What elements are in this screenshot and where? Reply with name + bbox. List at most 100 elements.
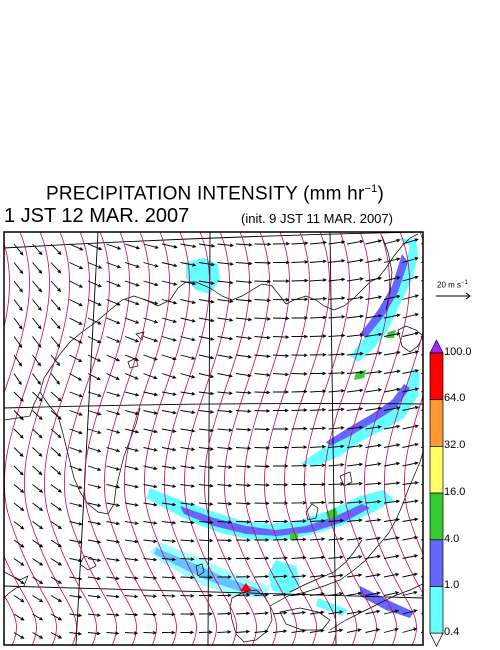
wind-arrow	[198, 502, 214, 506]
wind-arrow	[124, 594, 139, 599]
wind-arrow	[198, 317, 215, 323]
wind-arrow	[32, 280, 43, 293]
wind-arrow	[383, 276, 401, 282]
wind-arrow	[106, 280, 121, 287]
wind-arrow	[13, 521, 25, 530]
wind-arrow	[346, 314, 364, 319]
wind-arrow	[180, 484, 196, 488]
wind-arrow	[143, 410, 159, 415]
wind-arrow	[291, 389, 308, 394]
wind-arrow	[87, 391, 102, 398]
wind-arrow	[383, 554, 400, 559]
wind-arrow	[198, 593, 214, 598]
wind-arrow	[32, 336, 42, 348]
wind-arrow	[383, 591, 400, 596]
wind-arrow	[69, 447, 83, 453]
wind-arrow	[50, 465, 62, 476]
wind-arrow	[50, 428, 62, 439]
wind-arrow	[217, 354, 234, 359]
wind-arrow	[402, 499, 419, 504]
wind-arrow	[235, 593, 251, 597]
wind-arrow	[13, 262, 24, 275]
wind-arrow	[161, 612, 176, 617]
wind-arrow	[143, 484, 158, 489]
wind-arrow	[161, 630, 176, 635]
wind-arrow	[87, 465, 102, 471]
wind-arrow	[161, 410, 177, 415]
wind-arrow	[106, 428, 121, 434]
wind-arrow	[309, 519, 326, 523]
wind-arrow	[236, 556, 251, 561]
isobar-line	[64, 232, 117, 645]
coast-hokkaido	[397, 325, 423, 353]
wind-arrow	[124, 631, 139, 635]
colorbar-over-triangle	[429, 339, 444, 354]
wind-arrow	[13, 428, 24, 439]
wind-arrow	[254, 335, 271, 340]
wind-arrow	[69, 243, 84, 251]
wind-arrow	[383, 572, 400, 578]
wind-arrow	[69, 613, 83, 618]
wind-arrow	[235, 629, 251, 634]
wind-arrow	[328, 537, 345, 541]
wind-arrow	[198, 520, 214, 525]
wind-arrow	[254, 242, 272, 247]
wind-arrow	[235, 520, 251, 524]
wind-arrow	[13, 243, 24, 256]
wind-arrow	[180, 299, 197, 304]
wind-arrow	[50, 521, 63, 530]
wind-arrow	[13, 484, 25, 493]
wind-arrow	[32, 428, 43, 439]
wind-arrow	[254, 261, 272, 265]
wind-arrow	[124, 502, 139, 507]
wind-arrow	[124, 336, 140, 343]
wind-arrow	[402, 313, 419, 319]
wind-arrow	[198, 299, 215, 304]
wind-arrow	[346, 388, 364, 393]
colorbar-segment	[429, 492, 444, 541]
precipitation-layer	[146, 238, 420, 618]
wind-arrow	[106, 594, 120, 599]
wind-arrow	[13, 558, 25, 566]
coast-sado	[339, 471, 353, 487]
wind-arrow	[180, 539, 195, 543]
wind-arrow	[13, 354, 23, 367]
wind-arrow	[143, 262, 159, 268]
wind-arrow	[346, 462, 364, 467]
wind-arrow	[309, 240, 327, 245]
wind-arrow	[291, 408, 308, 412]
precip-patch-northwest	[186, 258, 220, 294]
wind-arrow	[124, 539, 139, 544]
wind-arrow	[198, 262, 216, 267]
wind-arrow	[365, 609, 381, 615]
coast-japan-sea-side	[289, 539, 363, 593]
wind-arrow	[383, 294, 401, 300]
wind-arrow	[291, 426, 308, 431]
wind-arrow	[198, 447, 215, 451]
wind-arrow	[32, 243, 43, 256]
wind-arrow	[291, 610, 307, 615]
wind-arrow	[346, 333, 364, 337]
wind-arrow	[402, 481, 419, 485]
wind-arrow	[402, 369, 420, 374]
wind-arrow	[328, 610, 344, 615]
wind-arrow	[217, 428, 233, 432]
wind-arrow	[161, 317, 178, 323]
wind-arrow	[217, 262, 234, 266]
precip-band-north	[350, 238, 418, 362]
wind-arrow	[254, 317, 271, 321]
wind-arrow	[272, 611, 288, 615]
wind-arrow	[402, 572, 419, 578]
wind-arrow	[32, 632, 44, 639]
wind-arrow	[402, 517, 419, 522]
wind-arrow	[365, 258, 383, 263]
wind-arrow	[69, 280, 84, 288]
colorbar-segment	[429, 539, 444, 587]
wind-arrow	[32, 576, 44, 584]
wind-arrow	[198, 373, 215, 379]
wind-arrow	[365, 462, 382, 467]
wind-arrow	[50, 317, 61, 330]
wind-arrow	[198, 538, 214, 543]
wind-arrow	[124, 354, 140, 361]
